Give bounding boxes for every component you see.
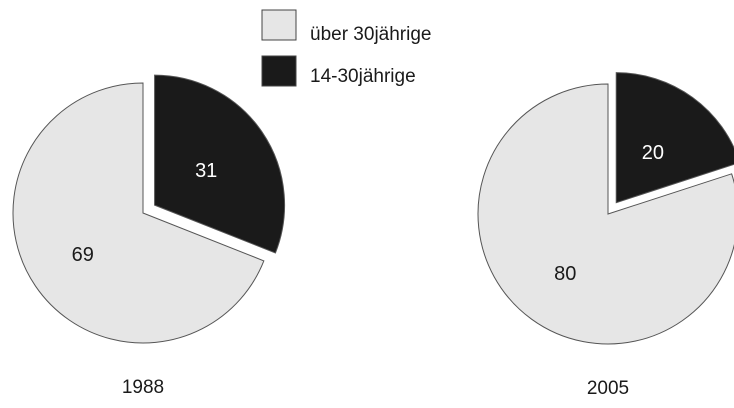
- pie-year-label: 1988: [122, 377, 164, 398]
- pie-slice-ber-30j-hrige: [12, 82, 265, 344]
- pie-chart-2005: 20 80 2005: [477, 72, 734, 399]
- legend-label-14-30: 14-30jährige: [310, 66, 416, 87]
- pies-group: 31 69 1988 20 80 2005: [12, 72, 734, 399]
- pie-slice-14-30j-hrige: [154, 74, 286, 254]
- pie-slice-14-30j-hrige: [615, 72, 734, 204]
- legend: über 30jährige 14-30jährige: [261, 9, 431, 87]
- data-label-14-30j-hrige: 31: [195, 160, 217, 182]
- legend-label-over-30: über 30jährige: [310, 24, 431, 45]
- data-label-14-30j-hrige: 20: [642, 142, 664, 164]
- legend-swatch-14-30: [261, 55, 297, 87]
- pie-chart-1988: 31 69 1988: [12, 74, 286, 398]
- legend-swatch-over-30: [261, 9, 297, 41]
- data-label-ber-30j-hrige: 69: [72, 244, 94, 266]
- data-label-ber-30j-hrige: 80: [554, 263, 576, 285]
- pie-slice-ber-30j-hrige: [477, 83, 734, 345]
- pie-year-label: 2005: [587, 378, 629, 399]
